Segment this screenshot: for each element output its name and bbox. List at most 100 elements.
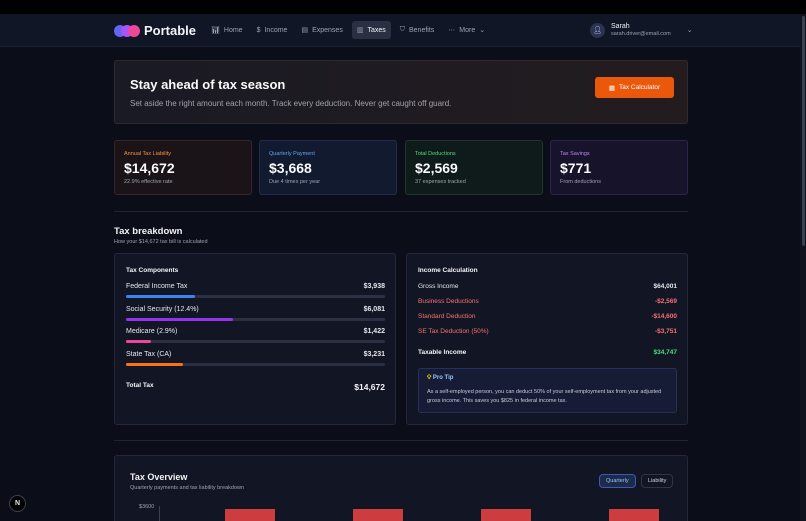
stat-label: Total Deductions (415, 151, 456, 157)
calculator-icon: ▦ (608, 84, 615, 92)
nav-item-benefits[interactable]: ⛉ Benefits (395, 21, 440, 39)
stat-sub: 37 expenses tracked (415, 179, 466, 185)
nav-label: Expenses (312, 26, 343, 34)
calc-value: -$14,600 (651, 313, 677, 320)
chevron-down-icon: ⌄ (479, 27, 486, 34)
panel-title: Tax Components (126, 267, 179, 274)
toggle-quarterly[interactable]: Quarterly (599, 474, 636, 488)
pro-tip-box: 💡︎ Pro Tip As a self-employed person, yo… (418, 368, 677, 413)
chart-icon: 📊︎ (211, 27, 220, 34)
user-email: sarah.driver@email.com (611, 31, 671, 37)
taxable-label: Taxable Income (418, 349, 467, 356)
component-label: Social Security (12.4%) (126, 306, 199, 313)
component-value: $3,231 (363, 351, 385, 358)
calc-row-business-deductions: Business Deductions -$2,569 (418, 298, 677, 305)
calc-value: $64,001 (653, 283, 678, 290)
stat-value: $771 (560, 160, 592, 176)
calc-value: -$3,751 (654, 328, 677, 335)
panel-title: Income Calculation (418, 267, 478, 274)
income-calculation-panel: Income Calculation Gross Income $64,001 … (406, 253, 688, 425)
nav-item-home[interactable]: 📊︎ Home (206, 21, 248, 39)
chart-bar (481, 509, 531, 521)
pro-tip-title-text: Pro Tip (432, 375, 454, 381)
section-divider (114, 440, 688, 441)
stat-card-annual-tax: Annual Tax Liability $14,672 22.9% effec… (114, 140, 252, 195)
stat-label: Tax Savings (560, 151, 590, 157)
stat-sub: Due 4 times per year (269, 179, 321, 185)
stat-card-quarterly-payment: Quarterly Payment $3,668 Due 4 times per… (259, 140, 397, 195)
hero-subtitle: Set aside the right amount each month. T… (130, 99, 452, 108)
scrollbar-thumb[interactable] (802, 16, 805, 246)
user-name: Sarah (611, 23, 630, 30)
main-nav: 📊︎ Home $ Income ▤ Expenses ▥ Taxes ⛉ Be… (206, 21, 490, 39)
pro-tip-title: 💡︎ Pro Tip (427, 375, 668, 382)
taxable-income-row: Taxable Income $34,747 (418, 349, 677, 356)
receipt-icon: ▤ (301, 27, 309, 34)
calc-row-standard-deduction: Standard Deduction -$14,600 (418, 313, 677, 320)
lightbulb-icon: 💡︎ (427, 375, 432, 381)
tax-calculator-button[interactable]: ▦ Tax Calculator (595, 77, 674, 98)
section-subtitle: How your $14,672 tax bill is calculated (114, 239, 208, 245)
stat-label: Annual Tax Liability (124, 151, 171, 157)
nav-item-taxes[interactable]: ▥ Taxes (351, 21, 391, 39)
nav-label: Income (264, 26, 288, 34)
calc-label: Gross Income (418, 283, 459, 290)
progress-track (126, 363, 385, 366)
top-strip (0, 0, 806, 14)
toggle-liability[interactable]: Liability (641, 474, 674, 488)
component-state-tax: State Tax (CA) $3,231 (126, 351, 385, 366)
progress-track (126, 295, 385, 298)
shield-icon: ⛉ (399, 26, 405, 33)
component-social-security: Social Security (12.4%) $6,081 (126, 306, 385, 321)
brand-name: Portable (144, 23, 197, 38)
nav-label: More (459, 26, 476, 34)
user-avatar-icon: 👤︎ (590, 22, 605, 38)
nav-item-more[interactable]: ⋯ More ⌄ (443, 21, 490, 39)
nav-label: Taxes (367, 26, 386, 34)
user-menu[interactable]: 👤︎ Sarah sarah.driver@email.com ⌄ (590, 22, 693, 38)
progress-fill (126, 363, 183, 366)
nav-item-income[interactable]: $ Income (252, 21, 293, 39)
calc-value: -$2,569 (654, 298, 677, 305)
component-label: Medicare (2.9%) (126, 328, 178, 335)
progress-fill (126, 295, 196, 298)
hero-banner: Stay ahead of tax season Set aside the r… (114, 60, 688, 124)
progress-track (126, 340, 385, 343)
page-scrollbar[interactable] (800, 14, 806, 521)
nav-item-expenses[interactable]: ▤ Expenses (296, 21, 347, 39)
overview-subtitle: Quarterly payments and tax liability bre… (130, 485, 245, 491)
chart-bar (225, 509, 275, 521)
chart-bar (353, 509, 403, 521)
y-axis (159, 506, 160, 521)
calc-label: Standard Deduction (418, 313, 476, 320)
tax-overview-card: Tax Overview Quarterly payments and tax … (114, 455, 688, 521)
nav-label: Home (223, 26, 243, 34)
nav-label: Benefits (409, 26, 435, 34)
stat-sub: From deductions (560, 179, 601, 185)
component-value: $1,422 (363, 328, 385, 335)
progress-fill (126, 340, 152, 343)
chevron-down-icon: ⌄ (686, 27, 693, 34)
total-label: Total Tax (126, 382, 154, 389)
component-label: Federal Income Tax (126, 283, 188, 290)
component-value: $6,081 (363, 306, 385, 313)
overview-title: Tax Overview (130, 472, 188, 482)
dev-tools-button[interactable]: N (9, 495, 26, 512)
component-label: State Tax (CA) (126, 351, 172, 358)
progress-fill (126, 318, 234, 321)
stat-sub: 22.9% effective rate (124, 179, 173, 185)
y-axis-tick: $3600 (139, 504, 155, 510)
calc-row-gross-income: Gross Income $64,001 (418, 283, 677, 290)
component-value: $3,938 (363, 283, 385, 290)
component-medicare: Medicare (2.9%) $1,422 (126, 328, 385, 343)
brand-logo[interactable]: Portable (114, 23, 196, 38)
total-value: $14,672 (354, 382, 385, 392)
section-divider (114, 211, 688, 212)
taxable-value: $34,747 (653, 349, 678, 356)
chart-bar (609, 509, 659, 521)
logo-mark-icon (114, 24, 140, 37)
top-navbar: Portable 📊︎ Home $ Income ▤ Expenses ▥ T… (0, 14, 806, 47)
calc-label: Business Deductions (418, 298, 479, 305)
component-federal: Federal Income Tax $3,938 (126, 283, 385, 298)
hero-title: Stay ahead of tax season (130, 77, 286, 92)
